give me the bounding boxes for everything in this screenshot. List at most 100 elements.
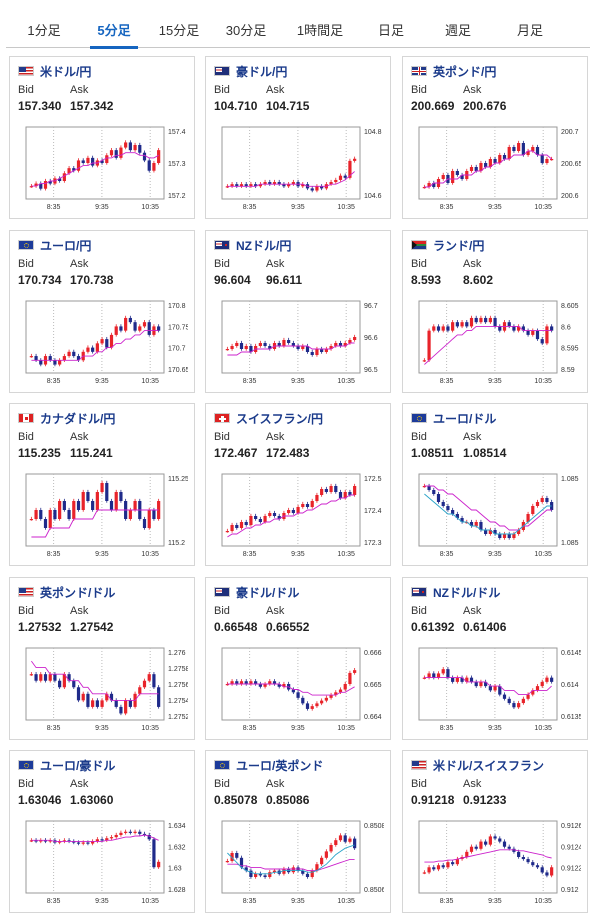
- candle: [446, 326, 450, 331]
- candle: [67, 674, 71, 681]
- pair-name[interactable]: ユーロ/ドル: [433, 411, 497, 426]
- candle: [291, 182, 295, 185]
- pair-name[interactable]: ランド/円: [433, 238, 485, 253]
- bid-value: 172.467: [214, 446, 258, 460]
- pair-name[interactable]: NZドル/ドル: [433, 585, 501, 600]
- x-tick-label: 10:35: [337, 378, 355, 385]
- candle: [268, 182, 272, 185]
- tab-4[interactable]: 1時間足: [296, 22, 344, 38]
- candle: [432, 673, 436, 678]
- candle: [422, 486, 426, 488]
- candle: [43, 519, 48, 528]
- rate-card[interactable]: 豪ドル/円 Bid Ask 104.710 104.715 104.8 104.6…: [205, 56, 391, 219]
- pair-name[interactable]: スイスフラン/円: [236, 411, 323, 426]
- pair-name[interactable]: 英ポンド/円: [433, 64, 497, 79]
- candle: [263, 684, 267, 687]
- candle: [315, 864, 319, 871]
- pair-name[interactable]: 豪ドル/円: [236, 64, 288, 79]
- pair-name[interactable]: NZドル/円: [236, 238, 292, 253]
- candle: [315, 495, 319, 501]
- pair-name[interactable]: ユーロ/豪ドル: [40, 758, 116, 773]
- rate-card[interactable]: 英ポンド/円 Bid Ask 200.669 200.676 200.7 200.…: [402, 56, 588, 219]
- candle: [124, 317, 128, 331]
- candle: [142, 519, 147, 528]
- candle: [488, 159, 492, 167]
- candle: [324, 349, 328, 352]
- candle: [258, 519, 262, 522]
- y-tick-label: 1.2756: [168, 682, 188, 689]
- rate-card[interactable]: ユーロ/円 Bid Ask 170.734 170.738 170.8 170.7…: [9, 230, 195, 393]
- rate-card[interactable]: ランド/円 Bid Ask 8.593 8.602 8.605 8.6 8.595 8…: [402, 230, 588, 393]
- candle: [484, 681, 488, 687]
- bid-value: 0.85078: [214, 793, 258, 807]
- tab-2[interactable]: 15分足: [158, 22, 200, 38]
- y-tick-label: 170.75: [168, 324, 188, 331]
- tab-6[interactable]: 週足: [444, 22, 471, 38]
- candle: [258, 184, 262, 187]
- pair-name[interactable]: 英ポンド/ドル: [40, 585, 116, 600]
- rate-card[interactable]: カナダドル/円 Bid Ask 115.235 115.241 115.25 11…: [9, 403, 195, 566]
- candle: [545, 677, 549, 682]
- candle: [324, 489, 328, 492]
- tab-0[interactable]: 1分足: [27, 22, 61, 38]
- candle: [43, 181, 48, 189]
- pair-name[interactable]: 米ドル/スイスフラン: [433, 758, 544, 773]
- candle: [282, 684, 286, 687]
- candle: [436, 494, 441, 502]
- plot-area: [221, 820, 361, 894]
- candle: [34, 356, 38, 361]
- rate-card[interactable]: 英ポンド/ドル Bid Ask 1.27532 1.27542 1.276 1.2…: [9, 577, 195, 740]
- candle: [320, 186, 324, 189]
- pair-name[interactable]: ユーロ/円: [40, 238, 92, 253]
- rate-card[interactable]: NZドル/円 Bid Ask 96.604 96.611 96.7 96.6 96.…: [205, 230, 391, 393]
- candle: [305, 504, 310, 507]
- rate-card[interactable]: ユーロ/英ポンド Bid Ask 0.85078 0.85086 0.8508 0…: [205, 750, 391, 913]
- candle: [531, 330, 535, 335]
- pair-name[interactable]: カナダドル/円: [40, 411, 116, 426]
- candle: [338, 689, 343, 693]
- x-tick-label: 8:35: [440, 551, 454, 558]
- flag-nz-icon: [214, 240, 230, 250]
- y-tick-label: 8.595: [561, 346, 579, 353]
- candle: [427, 330, 431, 361]
- candle: [67, 351, 71, 357]
- candle: [334, 179, 338, 183]
- candle: [72, 168, 76, 171]
- candle: [272, 513, 277, 516]
- y-tick-label: 0.665: [364, 682, 382, 689]
- tab-7[interactable]: 月足: [516, 22, 543, 38]
- ask-value: 1.27542: [70, 620, 114, 634]
- candle: [512, 534, 516, 538]
- tab-5[interactable]: 日足: [377, 22, 404, 38]
- candle: [29, 186, 33, 188]
- candle: [287, 510, 291, 513]
- pair-name[interactable]: ユーロ/英ポンド: [236, 758, 324, 773]
- tab-3[interactable]: 30分足: [225, 22, 267, 38]
- candle: [465, 677, 469, 682]
- candle: [239, 857, 244, 868]
- pair-name[interactable]: 豪ドル/ドル: [236, 585, 300, 600]
- y-tick-label: 0.912: [561, 887, 579, 894]
- candle: [460, 175, 464, 179]
- card-title: 米ドル/円: [18, 62, 91, 80]
- moving-average-line: [424, 150, 552, 188]
- price-chart: 0.6145 0.614 0.6135 8:35 9:35 10:35: [418, 647, 581, 732]
- bid-value: 115.235: [18, 446, 61, 460]
- rate-card[interactable]: 米ドル/円 Bid Ask 157.340 157.342 157.4 157.3…: [9, 56, 195, 219]
- tab-1[interactable]: 5分足: [82, 10, 146, 49]
- candle: [142, 680, 147, 688]
- candle: [315, 349, 319, 355]
- candle: [114, 326, 118, 335]
- rate-card[interactable]: ユーロ/ドル Bid Ask 1.08511 1.08514 1.085 1.08…: [402, 403, 588, 566]
- rate-card[interactable]: 豪ドル/ドル Bid Ask 0.66548 0.66552 0.666 0.66…: [205, 577, 391, 740]
- candle: [114, 492, 118, 510]
- pair-name[interactable]: 米ドル/円: [40, 64, 92, 79]
- candle: [48, 510, 52, 528]
- candle: [422, 360, 426, 362]
- bid-label: Bid: [214, 605, 230, 617]
- rate-card[interactable]: NZドル/ドル Bid Ask 0.61392 0.61406 0.6145 0.…: [402, 577, 588, 740]
- rate-card[interactable]: 米ドル/スイスフラン Bid Ask 0.91218 0.91233 0.912…: [402, 750, 588, 913]
- rate-card[interactable]: スイスフラン/円 Bid Ask 172.467 172.483 172.5 17…: [205, 403, 391, 566]
- rate-card[interactable]: ユーロ/豪ドル Bid Ask 1.63046 1.63060 1.634 1.6…: [9, 750, 195, 913]
- candle: [230, 346, 234, 349]
